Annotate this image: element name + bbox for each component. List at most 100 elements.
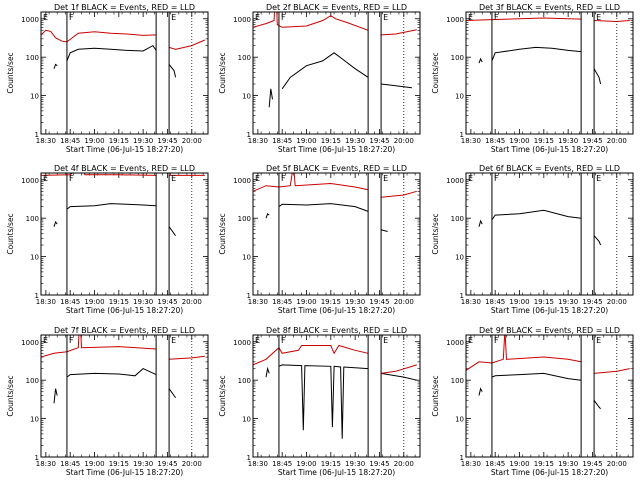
flag-e-label-left: E <box>255 174 260 183</box>
x-tick-label: 18:45 <box>60 460 80 468</box>
x-axis-label: Start Time (06-Jul-15 18:27:20) <box>278 468 395 477</box>
flag-f-label: F <box>494 336 499 345</box>
series-lld-line <box>253 12 369 31</box>
x-tick-label: 19:30 <box>558 460 578 468</box>
flag-e-label: E <box>383 13 388 22</box>
x-tick-label: 19:30 <box>558 137 578 145</box>
x-tick-label: 18:45 <box>60 137 80 145</box>
series-group <box>466 17 630 85</box>
chart-panel-4: Det 4f BLACK = Events, RED = LLD 1 10 100 10… <box>6 164 209 315</box>
series-events-line <box>66 44 157 62</box>
y-tick-label: 1000 <box>233 177 251 185</box>
y-tick-label: 100 <box>26 215 39 223</box>
series-lld-line <box>381 29 417 36</box>
y-tick-label: 1 <box>35 131 39 139</box>
y-tick-label: 100 <box>238 54 251 62</box>
series-lld-line <box>41 173 157 176</box>
flag-e-label-left: E <box>468 174 473 183</box>
y-tick-label: 1000 <box>446 16 464 24</box>
x-tick-label: 18:30 <box>248 298 268 306</box>
x-tick-label: 19:15 <box>534 137 554 145</box>
series-group <box>253 344 417 439</box>
flag-e-label: E <box>596 13 601 22</box>
series-lld-line <box>466 335 582 371</box>
x-tick-label: 19:45 <box>369 137 389 145</box>
chart-panel-7: Det 7f BLACK = Events, RED = LLD 1 10 100 10… <box>6 326 209 477</box>
x-axis-label: Start Time (06-Jul-15 18:27:20) <box>278 145 395 154</box>
flag-e-label: E <box>171 174 176 183</box>
chart-title: Det 6f BLACK = Events, RED = LLD <box>479 164 620 173</box>
series-events-line <box>491 372 582 381</box>
y-axis-label: Counts/sec <box>218 375 227 416</box>
x-tick-label: 19:00 <box>84 137 104 145</box>
series-events-line <box>593 400 601 410</box>
y-tick-label: 1000 <box>21 16 39 24</box>
x-axis-label: Start Time (06-Jul-15 18:27:20) <box>491 145 608 154</box>
series-lld-line <box>41 29 157 43</box>
series-events-line <box>478 387 483 396</box>
series-events-line <box>265 212 270 219</box>
y-tick-label: 100 <box>26 54 39 62</box>
y-tick-label: 100 <box>451 377 464 385</box>
x-tick-label: 19:45 <box>582 460 602 468</box>
series-lld-line <box>169 355 205 360</box>
flag-e-label: E <box>383 174 388 183</box>
x-axis-label: Start Time (06-Jul-15 18:27:20) <box>278 306 395 315</box>
y-tick-label: 100 <box>238 377 251 385</box>
x-tick-label: 19:15 <box>321 137 341 145</box>
chart-panel-1: Det 1f BLACK = Events, RED = LLD 1 10 100 10… <box>6 3 209 154</box>
y-tick-label: 100 <box>238 215 251 223</box>
x-tick-label: 18:45 <box>272 137 292 145</box>
x-tick-label: 19:15 <box>534 298 554 306</box>
x-tick-label: 20:00 <box>607 460 627 468</box>
series-group <box>41 29 205 78</box>
plot-frame <box>252 334 421 458</box>
y-tick-label: 1000 <box>446 339 464 347</box>
x-tick-label: 20:00 <box>394 137 414 145</box>
chart-title: Det 7f BLACK = Events, RED = LLD <box>54 326 195 335</box>
series-lld-line <box>41 335 157 358</box>
y-axis-label: Counts/sec <box>431 375 440 416</box>
series-events-line <box>168 226 177 236</box>
y-tick-label: 1 <box>35 292 39 300</box>
x-tick-label: 20:00 <box>607 137 627 145</box>
y-tick-label: 100 <box>451 54 464 62</box>
x-axis-label: Start Time (06-Jul-15 18:27:20) <box>491 468 608 477</box>
y-tick-label: 1 <box>247 131 251 139</box>
plot-frame <box>40 11 209 135</box>
flag-f-label: F <box>281 336 286 345</box>
flag-f-label: F <box>281 13 286 22</box>
chart-panel-5: Det 5f BLACK = Events, RED = LLD 1 10 100 10… <box>218 164 421 315</box>
plot-frame <box>252 172 421 296</box>
y-tick-label: 1 <box>35 454 39 462</box>
series-events-line <box>66 203 157 210</box>
flag-e-label: E <box>171 336 176 345</box>
flag-e-label-left: E <box>43 336 48 345</box>
series-lld-line <box>168 39 205 50</box>
x-tick-label: 19:30 <box>345 137 365 145</box>
chart-title: Det 2f BLACK = Events, RED = LLD <box>266 3 407 12</box>
flag-e-label-left: E <box>43 174 48 183</box>
y-tick-label: 1000 <box>233 339 251 347</box>
series-events-line <box>381 372 417 381</box>
plot-frame <box>40 172 209 296</box>
chart-title: Det 8f BLACK = Events, RED = LLD <box>266 326 407 335</box>
x-tick-label: 18:30 <box>248 137 268 145</box>
series-group <box>41 335 205 404</box>
series-events-line <box>478 219 483 227</box>
x-tick-label: 20:00 <box>394 298 414 306</box>
plot-frame <box>465 11 634 135</box>
series-events-line <box>278 364 369 439</box>
x-tick-label: 19:15 <box>321 298 341 306</box>
x-axis-label: Start Time (06-Jul-15 18:27:20) <box>66 306 183 315</box>
y-tick-label: 1 <box>460 292 464 300</box>
x-tick-label: 19:30 <box>133 460 153 468</box>
x-tick-label: 19:45 <box>369 460 389 468</box>
x-tick-label: 19:15 <box>109 298 129 306</box>
plot-frame <box>465 172 634 296</box>
y-tick-label: 1 <box>460 454 464 462</box>
x-tick-label: 19:30 <box>133 298 153 306</box>
x-tick-label: 18:30 <box>248 460 268 468</box>
y-tick-label: 100 <box>26 377 39 385</box>
x-tick-label: 18:30 <box>461 137 481 145</box>
